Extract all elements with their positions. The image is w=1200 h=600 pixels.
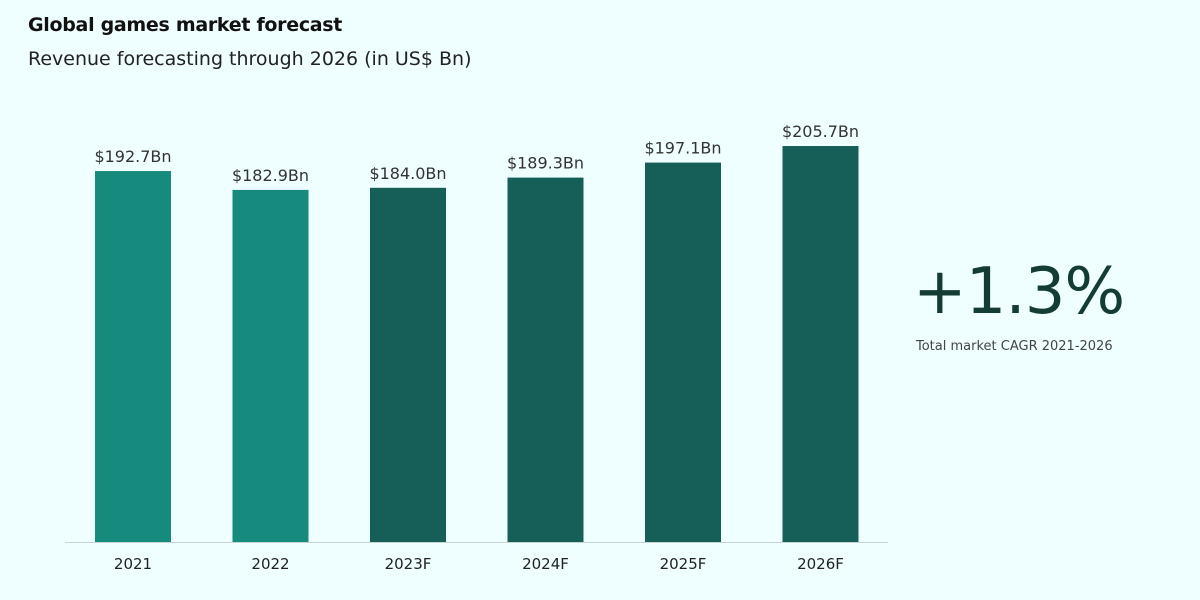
- data-label: $189.3Bn: [507, 154, 584, 173]
- bar-2025F: [645, 162, 721, 542]
- cagr-label: Total market CAGR 2021-2026: [916, 339, 1113, 354]
- x-tick-label: 2022: [251, 555, 289, 573]
- x-tick-label: 2025F: [660, 555, 707, 573]
- data-label: $205.7Bn: [782, 122, 859, 141]
- x-tick-label: 2023F: [385, 555, 432, 573]
- x-tick-label: 2026F: [797, 555, 844, 573]
- chart-title: Global games market forecast: [28, 14, 343, 36]
- bar-2026F: [782, 146, 859, 542]
- bar-2023F: [370, 187, 446, 543]
- x-tick-label: 2021: [114, 555, 152, 573]
- chart-subtitle: Revenue forecasting through 2026 (in US$…: [28, 48, 472, 70]
- bar-2021: [95, 171, 171, 543]
- data-label: $197.1Bn: [644, 139, 721, 158]
- bar-2024F: [507, 177, 584, 542]
- x-tick-label: 2024F: [522, 555, 569, 573]
- cagr-value: +1.3%: [913, 255, 1125, 329]
- data-label: $182.9Bn: [232, 166, 309, 185]
- data-label: $192.7Bn: [94, 147, 171, 166]
- data-label: $184.0Bn: [369, 164, 446, 183]
- bar-2022: [232, 189, 309, 543]
